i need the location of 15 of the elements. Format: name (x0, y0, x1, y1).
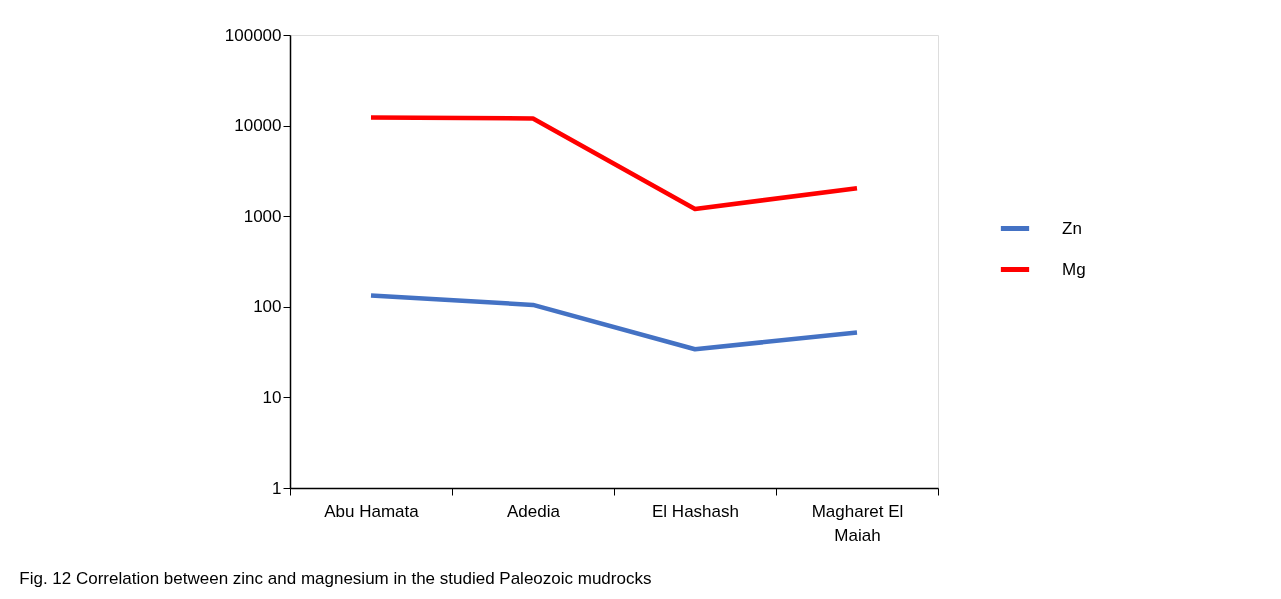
line-series (368, 115, 860, 212)
y-tick-label: 1000 (243, 206, 282, 226)
y-tick-label: 100 (253, 297, 282, 317)
x-tick-label: El Hashash (652, 501, 739, 521)
y-tick-label: 1 (272, 478, 282, 498)
caption: Fig. 12 Correlation between zinc and magnesium in the studied Paleozoic mudrocks (19, 569, 652, 588)
line-series (368, 293, 860, 352)
legend-label: Mg (1062, 259, 1086, 279)
x-tick-label: Magharet El Maiah (811, 501, 904, 545)
legend-label: Zn (1062, 218, 1082, 238)
x-tick-label: Abu Hamata (324, 501, 420, 521)
y-tick-label: 100000 (224, 25, 282, 45)
x-tick-label: Adedia (507, 501, 561, 521)
y-tick-label: 10000 (234, 116, 282, 136)
y-tick-label: 10 (262, 387, 282, 407)
